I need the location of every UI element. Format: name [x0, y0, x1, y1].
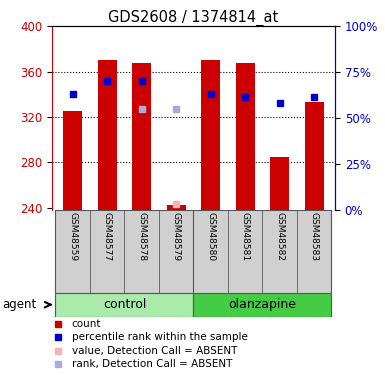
Text: olanzapine: olanzapine [228, 298, 296, 311]
Title: GDS2608 / 1374814_at: GDS2608 / 1374814_at [108, 10, 279, 26]
FancyBboxPatch shape [55, 292, 194, 317]
Text: value, Detection Call = ABSENT: value, Detection Call = ABSENT [72, 346, 237, 356]
FancyBboxPatch shape [297, 210, 331, 292]
FancyBboxPatch shape [194, 210, 228, 292]
Bar [305, 102, 324, 210]
Text: GSM48578: GSM48578 [137, 213, 146, 262]
Bar [132, 63, 151, 210]
FancyBboxPatch shape [228, 210, 263, 292]
Text: control: control [103, 298, 146, 311]
FancyBboxPatch shape [124, 210, 159, 292]
Text: GSM48580: GSM48580 [206, 213, 215, 262]
FancyBboxPatch shape [263, 210, 297, 292]
Text: GSM48577: GSM48577 [103, 213, 112, 262]
FancyBboxPatch shape [55, 210, 90, 292]
Text: agent: agent [2, 298, 36, 311]
Text: GSM48583: GSM48583 [310, 213, 319, 262]
FancyBboxPatch shape [159, 210, 194, 292]
Bar [201, 60, 220, 210]
Bar [167, 206, 186, 210]
Bar [98, 60, 117, 210]
FancyBboxPatch shape [90, 210, 124, 292]
Text: GSM48582: GSM48582 [275, 213, 284, 261]
Text: GSM48579: GSM48579 [172, 213, 181, 262]
Bar [63, 111, 82, 210]
Text: rank, Detection Call = ABSENT: rank, Detection Call = ABSENT [72, 360, 232, 369]
Bar [270, 157, 289, 210]
FancyBboxPatch shape [194, 292, 331, 317]
Bar [236, 63, 255, 210]
Text: GSM48559: GSM48559 [68, 213, 77, 262]
Text: percentile rank within the sample: percentile rank within the sample [72, 332, 248, 342]
Text: count: count [72, 319, 101, 328]
Text: GSM48581: GSM48581 [241, 213, 250, 262]
